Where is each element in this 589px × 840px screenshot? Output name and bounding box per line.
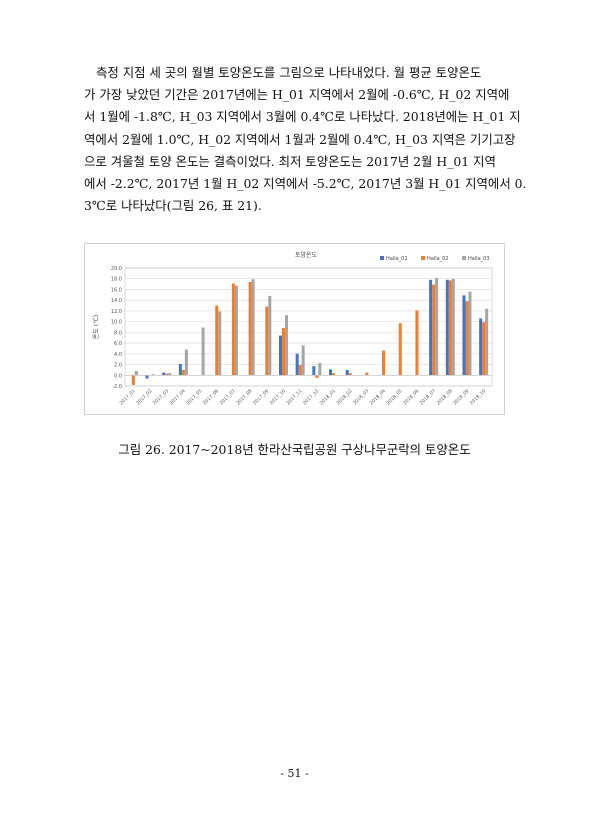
paragraph-line: 서 1월에 -1.8℃, H_03 지역에서 3월에 0.4℃로 나타났다. 2… (84, 109, 521, 125)
legend-swatch (380, 256, 384, 260)
y-tick-label: 18.0 (111, 277, 122, 283)
bar-halla-03-2017-08 (251, 279, 255, 376)
bar-halla-01-2017-11 (295, 353, 299, 376)
chart-svg: -2.0 0.0 2.0 4.0 6.0 8.0 10.0 12.0 14.0 16.0 18.0 2… (84, 243, 505, 415)
bar-halla-02-2018-07 (432, 284, 436, 376)
bar-halla-02-2017-04 (181, 369, 185, 376)
bar-halla-01-2017-04 (178, 364, 182, 376)
y-tick-label: 10.0 (111, 320, 122, 326)
bar-halla-01-2018-02 (345, 369, 349, 376)
body-paragraph: 측정 지점 세 곳의 월별 토양온도를 그림으로 나타내었다. 월 평균 토양온… (84, 62, 527, 217)
bar-halla-03-2018-10 (485, 308, 489, 376)
soil-temperature-chart: -2.0 0.0 2.0 4.0 6.0 8.0 10.0 12.0 14.0 16.0 18.0 2… (84, 243, 505, 415)
bar-halla-03-2017-07 (234, 285, 238, 376)
bar-halla-02-2017-08 (248, 281, 252, 376)
bar-halla-03-2017-03 (168, 373, 172, 376)
paragraph-line: 3℃로 나타났다(그림 26, 표 21). (84, 198, 262, 214)
bar-halla-01-2017-12 (312, 366, 316, 376)
plot-frame (124, 267, 493, 387)
y-tick-label: 14.0 (111, 298, 122, 304)
bar-halla-01-2017-02 (145, 375, 149, 379)
y-tick-label: 16.0 (111, 287, 122, 293)
bar-halla-03-2017-01 (134, 370, 138, 376)
bar-halla-03-2017-02 (151, 374, 155, 376)
bar-halla-03-2018-08 (451, 278, 455, 376)
y-tick-label: 6.0 (114, 341, 122, 347)
bar-halla-02-2018-09 (465, 301, 469, 376)
bar-halla-02-2018-03 (365, 372, 369, 376)
bar-halla-03-2017-09 (268, 295, 272, 376)
bar-halla-03-2018-09 (468, 291, 472, 376)
page-number: - 51 - (280, 767, 309, 780)
bar-halla-03-2017-06 (218, 311, 222, 376)
bar-halla-01-2017-03 (162, 372, 166, 376)
y-tick-label: 2.0 (114, 363, 122, 369)
y-tick-label: 4.0 (114, 352, 122, 358)
bar-halla-02-2018-01 (332, 373, 336, 376)
figure-caption: 그림 26. 2017~2018년 한라산국립공원 구상나무군락의 토양온도 (118, 442, 471, 457)
bar-halla-02-2017-11 (298, 365, 302, 376)
legend-entry: Halla_01 (386, 256, 408, 262)
bar-halla-02-2018-04 (382, 350, 386, 376)
bar-halla-02-2017-10 (281, 328, 285, 376)
y-tick-label: 0.0 (114, 373, 122, 379)
paragraph-line: 역에서 2월에 1.0℃, H_02 지역에서 1월과 2월에 0.4℃, H_… (84, 131, 516, 147)
y-axis-label: 온도 (℃) (93, 315, 100, 339)
legend-entry: Halla_03 (468, 256, 490, 262)
legend-swatch (421, 256, 425, 260)
bar-halla-01-2017-10 (278, 335, 282, 376)
y-tick-label: 12.0 (111, 309, 122, 315)
paragraph-line: 가 가장 낮았던 기간은 2017년에는 H_01 지역에서 2월에 -0.6℃… (84, 87, 510, 103)
bar-halla-02-2017-06 (215, 305, 219, 376)
bar-halla-02-2017-09 (265, 306, 269, 376)
bar-halla-02-2017-07 (231, 283, 235, 376)
bar-halla-01-2018-09 (462, 295, 466, 376)
bar-halla-01-2018-10 (479, 318, 483, 376)
bar-halla-02-2017-01 (131, 375, 135, 385)
paragraph-line: 으로 겨울철 토양 온도는 결측이었다. 최저 토양온도는 2017년 2월 H… (84, 153, 496, 169)
bar-halla-03-2017-10 (284, 315, 288, 376)
y-tick-label: 8.0 (114, 330, 122, 336)
bar-halla-02-2017-12 (315, 375, 319, 378)
bar-halla-02-2018-05 (398, 323, 402, 376)
y-tick-label: 20.0 (111, 266, 122, 272)
bar-halla-01-2018-07 (429, 279, 433, 376)
bar-halla-01-2018-08 (445, 279, 449, 376)
bar-halla-03-2017-12 (318, 362, 322, 376)
bar-halla-03-2017-04 (184, 349, 188, 376)
legend-swatch (462, 256, 466, 260)
bar-halla-03-2017-11 (301, 345, 305, 376)
bar-halla-03-2017-05 (201, 327, 205, 376)
legend-entry: Halla_02 (427, 256, 449, 262)
bar-halla-02-2017-03 (165, 373, 169, 376)
bar-halla-02-2018-02 (348, 373, 352, 376)
bar-halla-01-2018-01 (329, 369, 333, 376)
paragraph-line: 측정 지점 세 곳의 월별 토양온도를 그림으로 나타내었다. 월 평균 토양온… (96, 65, 482, 80)
paragraph-line: 에서 -2.2℃, 2017년 1월 H_02 지역에서 -5.2℃, 2017… (84, 176, 527, 192)
bar-halla-03-2018-07 (435, 278, 439, 376)
bar-halla-02-2018-06 (415, 310, 419, 376)
bar-halla-02-2018-10 (482, 322, 486, 376)
chart-title: 토양온도 (295, 251, 318, 259)
y-tick-label: -2.0 (112, 384, 122, 390)
bar-halla-02-2018-08 (448, 280, 452, 376)
